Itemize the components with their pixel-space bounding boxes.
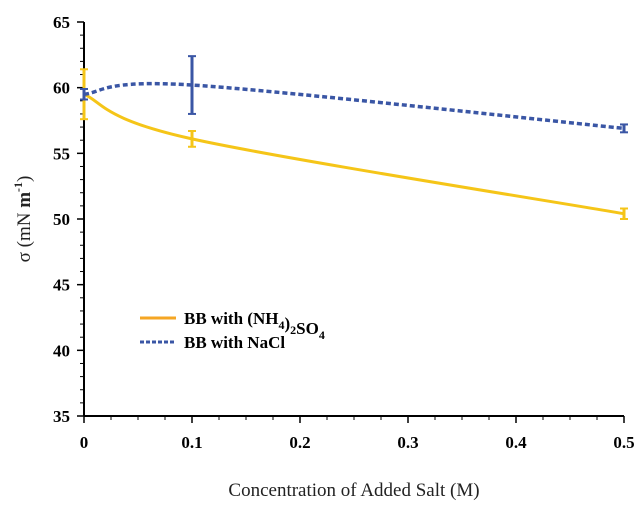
y-tick-label: 40 — [53, 341, 70, 360]
legend-label: BB with NaCl — [184, 333, 285, 352]
y-axis-ticks: 35 40 45 50 55 60 65 — [53, 13, 84, 426]
y-axis-title-exp: -1 — [11, 182, 25, 192]
x-tick-label: 0.2 — [289, 433, 310, 452]
y-tick-label: 65 — [53, 13, 70, 32]
y-axis-title-main: σ (mN — [14, 208, 35, 263]
series-line — [83, 81, 625, 131]
y-tick-label: 45 — [53, 276, 70, 295]
legend-label: BB with (NH4)2SO4 — [184, 309, 325, 342]
x-tick-label: 0 — [80, 433, 89, 452]
series-line — [83, 92, 625, 216]
series-2 — [80, 55, 628, 134]
x-axis-title: Concentration of Added Salt (M) — [228, 480, 479, 501]
y-tick-label: 50 — [53, 210, 70, 229]
plot-area — [83, 22, 624, 417]
series-layer — [80, 55, 628, 220]
y-axis-title-close: ) — [14, 176, 35, 182]
x-tick-label: 0.4 — [505, 433, 527, 452]
y-axis-title-unit: m — [14, 192, 35, 208]
y-tick-label: 55 — [53, 144, 70, 163]
x-axis-ticks: 0 0.1 0.2 0.3 0.4 0.5 — [80, 416, 635, 452]
x-tick-label: 0.5 — [613, 433, 634, 452]
y-axis-title: σ (mN m-1) — [11, 176, 35, 263]
series-1 — [80, 68, 628, 220]
y-tick-label: 60 — [53, 79, 70, 98]
y-tick-label: 35 — [53, 407, 70, 426]
x-tick-label: 0.1 — [181, 433, 202, 452]
x-tick-label: 0.3 — [397, 433, 418, 452]
